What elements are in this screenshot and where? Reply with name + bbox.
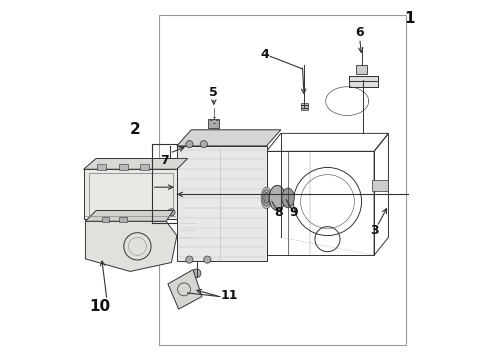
Text: 10: 10 xyxy=(89,299,110,314)
Polygon shape xyxy=(168,270,202,309)
Bar xyxy=(159,15,406,345)
Text: 9: 9 xyxy=(290,207,298,220)
Bar xyxy=(120,217,126,222)
Polygon shape xyxy=(85,211,173,221)
Ellipse shape xyxy=(261,187,272,209)
Text: 4: 4 xyxy=(260,48,269,61)
Circle shape xyxy=(168,209,175,216)
Text: 6: 6 xyxy=(355,27,364,40)
Circle shape xyxy=(200,140,207,148)
Polygon shape xyxy=(177,146,267,261)
Polygon shape xyxy=(85,221,177,271)
Text: 7: 7 xyxy=(160,154,169,167)
Bar xyxy=(119,163,128,170)
Text: 1: 1 xyxy=(405,11,415,26)
Polygon shape xyxy=(349,76,378,87)
Text: 5: 5 xyxy=(209,86,218,99)
Bar xyxy=(208,119,219,128)
Text: 2: 2 xyxy=(130,122,141,137)
Ellipse shape xyxy=(263,190,270,206)
Text: 11: 11 xyxy=(220,289,238,302)
Bar xyxy=(300,103,308,110)
Circle shape xyxy=(204,256,211,263)
Circle shape xyxy=(186,140,193,148)
Bar xyxy=(140,163,149,170)
Polygon shape xyxy=(84,158,188,169)
Circle shape xyxy=(192,269,201,278)
Ellipse shape xyxy=(264,193,269,203)
Polygon shape xyxy=(84,169,177,220)
Text: 3: 3 xyxy=(370,224,378,238)
Bar xyxy=(101,217,109,222)
Text: 8: 8 xyxy=(274,207,283,220)
Polygon shape xyxy=(177,130,281,146)
Bar xyxy=(97,163,106,170)
Ellipse shape xyxy=(282,188,294,208)
Circle shape xyxy=(186,256,193,263)
Polygon shape xyxy=(372,180,389,191)
Bar xyxy=(356,65,367,74)
Ellipse shape xyxy=(269,185,285,211)
